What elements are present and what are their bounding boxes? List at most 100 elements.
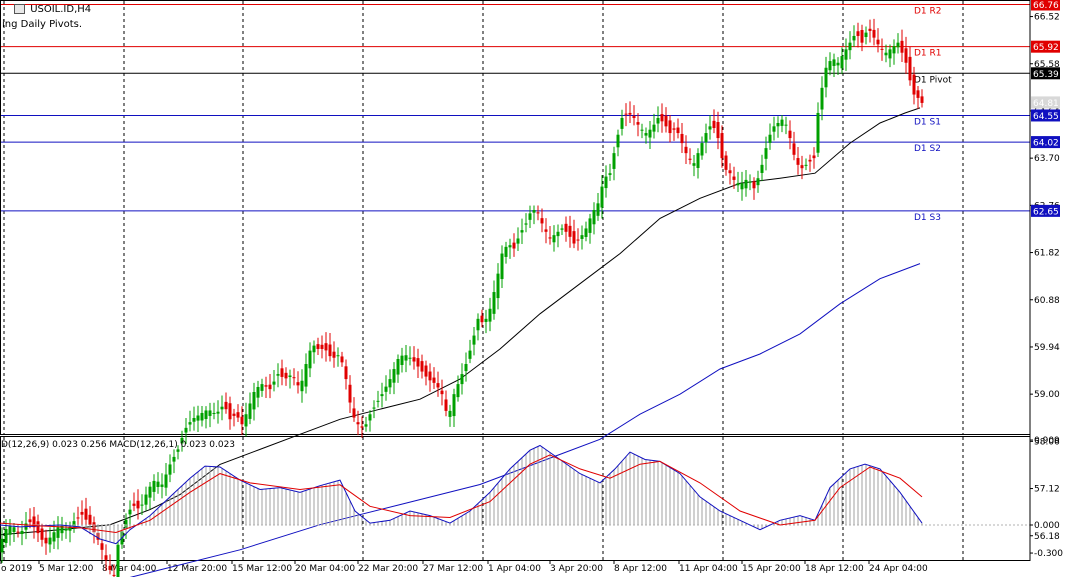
macd-panel-frame <box>0 436 1031 561</box>
candle-body <box>280 368 284 377</box>
candle-body <box>740 183 744 190</box>
price-scale-label: 58.06 <box>1034 437 1060 447</box>
price-scale-label: 65.58 <box>1034 60 1060 70</box>
candle-body <box>52 532 56 542</box>
candle-body <box>608 173 612 175</box>
candle-body <box>28 519 32 523</box>
candle-body <box>344 366 348 380</box>
candle-body <box>156 481 160 487</box>
candle-body <box>600 186 604 208</box>
candle-body <box>180 437 184 444</box>
candle-body <box>548 237 552 239</box>
candle-body <box>856 31 860 36</box>
candle-body <box>64 528 68 531</box>
candle-body <box>604 176 608 189</box>
candle-body <box>504 246 508 257</box>
candle-body <box>436 383 440 388</box>
candle-body <box>824 67 828 88</box>
candle-body <box>832 59 836 66</box>
candle-body <box>736 183 740 186</box>
candle-body <box>556 231 560 237</box>
pivot-price-tag-text: 65.39 <box>1033 70 1059 80</box>
candle-body <box>620 117 624 129</box>
candle-body <box>584 228 588 238</box>
candle-body <box>524 223 528 225</box>
candle-body <box>116 544 120 578</box>
candle-body <box>328 344 332 357</box>
main-panel-frame <box>0 0 1031 435</box>
candle-body <box>660 114 664 122</box>
candle-body <box>864 32 868 38</box>
candle-body <box>12 527 16 532</box>
candle-body <box>8 526 12 535</box>
time-axis-label: 12 Mar 20:00 <box>167 564 227 574</box>
time-axis-label: 20 Mar 04:00 <box>295 564 355 574</box>
candle-body <box>828 61 832 71</box>
current-price-text: 64.81 <box>1033 99 1059 109</box>
pivot-price-tag-text: 66.76 <box>1033 1 1059 11</box>
candle-body <box>704 133 708 143</box>
candle-body <box>788 130 792 139</box>
macd-scale-label: 0.000 <box>1034 521 1060 531</box>
candle-body <box>720 133 724 159</box>
candle-body <box>268 384 272 390</box>
candle-body <box>840 56 844 69</box>
candle-body <box>480 315 484 323</box>
candle-body <box>184 427 188 433</box>
candle-body <box>716 122 720 139</box>
candle-body <box>164 474 168 488</box>
candle-body <box>420 361 424 372</box>
candle-body <box>316 344 320 349</box>
candle-body <box>792 143 796 155</box>
candle-body <box>904 48 908 63</box>
candle-body <box>276 374 280 376</box>
candle-body <box>228 403 232 420</box>
candle-body <box>416 358 420 367</box>
candle-body <box>484 318 488 322</box>
candle-body <box>364 424 368 427</box>
candle-body <box>692 163 696 166</box>
candle-body <box>108 565 112 570</box>
candle-body <box>464 364 468 372</box>
candle-body <box>372 407 376 409</box>
candle-body <box>536 212 540 214</box>
candle-body <box>204 410 208 419</box>
candle-body <box>232 413 236 416</box>
price-scale-label: 59.94 <box>1034 343 1060 353</box>
candle-body <box>552 235 556 243</box>
candle-body <box>452 394 456 417</box>
pivot-price-tag <box>1031 136 1060 149</box>
pivot-price-tag <box>1031 0 1060 11</box>
candle-body <box>0 538 4 553</box>
candle-body <box>256 386 260 398</box>
candle-body <box>248 403 252 419</box>
candle-body <box>252 391 256 410</box>
candle-body <box>100 543 104 550</box>
candle-body <box>848 42 852 51</box>
candle-body <box>348 384 352 403</box>
price-scale-label: 60.88 <box>1034 296 1060 306</box>
candle-body <box>496 273 500 299</box>
price-scale-label: 56.18 <box>1034 532 1060 542</box>
candle-body <box>352 408 356 418</box>
candle-body <box>516 238 520 244</box>
candle-body <box>492 292 496 314</box>
candle-body <box>512 242 516 249</box>
candle-body <box>636 122 640 125</box>
candle-body <box>140 504 144 506</box>
candle-body <box>220 406 224 410</box>
candle-body <box>804 164 808 166</box>
candle-body <box>312 345 316 353</box>
candle-body <box>664 115 668 127</box>
candle-body <box>528 213 532 220</box>
candle-body <box>56 527 60 538</box>
candle-body <box>444 399 448 411</box>
candle-body <box>392 369 396 383</box>
candle-body <box>336 355 340 357</box>
candle-body <box>44 537 48 544</box>
candle-body <box>760 164 764 173</box>
candle-body <box>40 528 44 540</box>
candle-body <box>596 203 600 216</box>
